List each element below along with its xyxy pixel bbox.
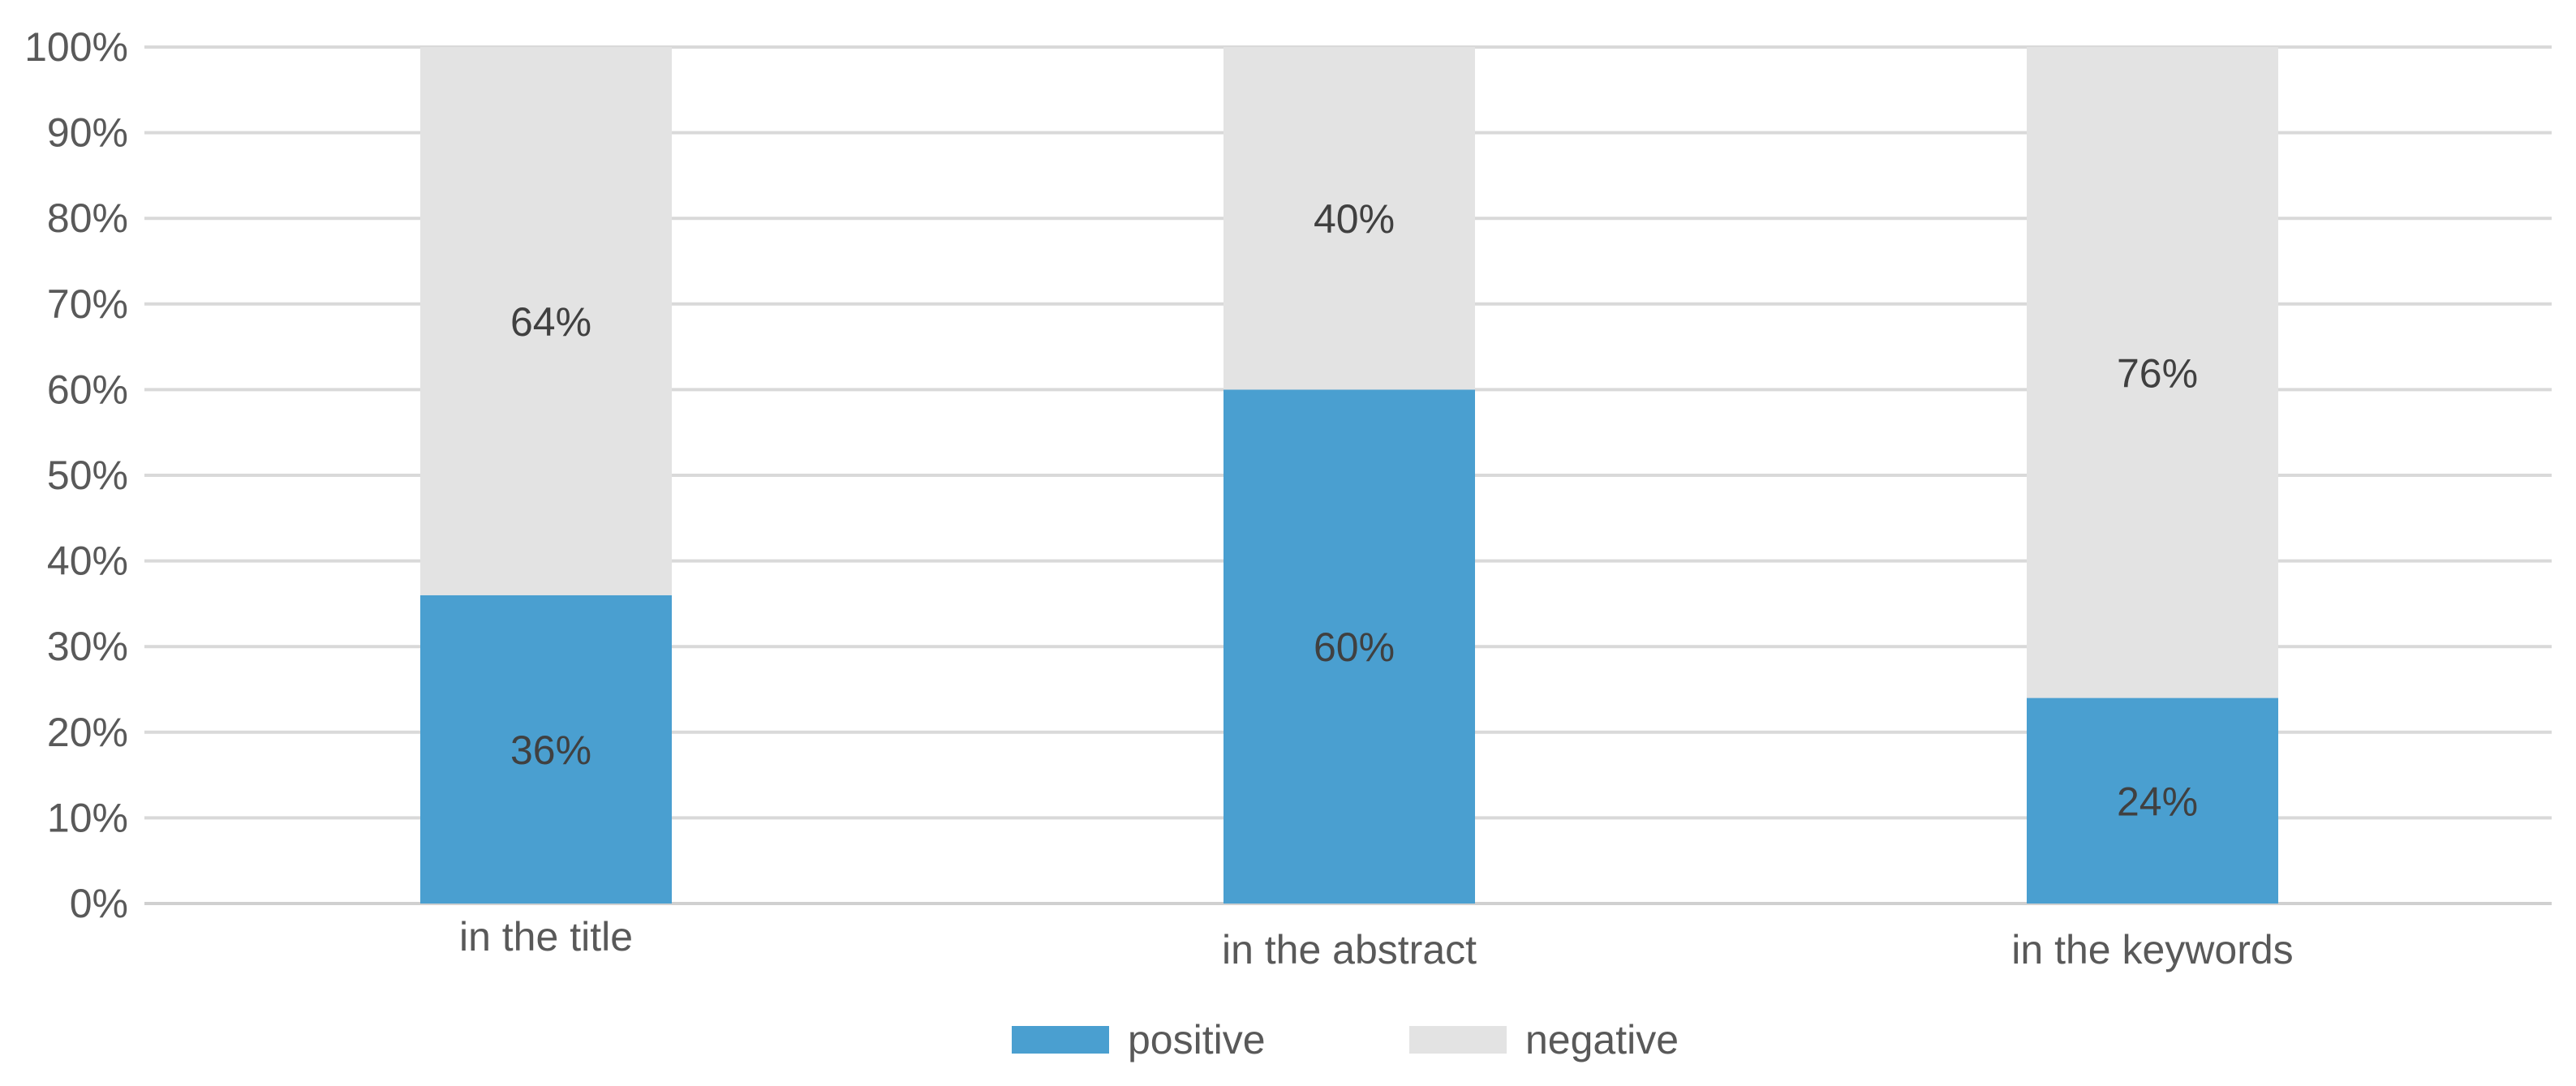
y-tick-label: 20% [47, 710, 128, 755]
legend-label-positive: positive [1128, 1017, 1266, 1062]
y-tick-label: 30% [47, 624, 128, 669]
bars [420, 47, 2278, 904]
bar-negative [2027, 47, 2278, 698]
y-tick-label: 10% [47, 795, 128, 840]
category-labels: in the title in the abstract in the keywor… [459, 914, 2294, 972]
y-tick-label: 80% [47, 195, 128, 241]
bar-positive [2027, 698, 2278, 904]
bar-positive [420, 595, 672, 904]
data-label: 64% [510, 299, 591, 345]
x-category-label: in the title [459, 914, 633, 959]
legend-swatch-negative [1409, 1026, 1507, 1054]
data-label: 60% [1314, 625, 1395, 670]
legend: positive negative [1012, 1017, 1679, 1062]
y-tick-label: 70% [47, 281, 128, 327]
bar-positive [1223, 389, 1475, 904]
data-label: 36% [510, 728, 591, 773]
y-tick-label: 100% [24, 24, 128, 70]
x-category-label: in the keywords [2011, 927, 2293, 972]
data-labels: 36% 64% 60% 40% 24% 76% [510, 196, 2198, 824]
bar-negative [420, 47, 672, 595]
data-label: 76% [2117, 350, 2198, 396]
y-tick-label: 50% [47, 453, 128, 498]
data-label: 40% [1314, 196, 1395, 242]
y-tick-label: 60% [47, 367, 128, 412]
y-tick-label: 0% [70, 881, 128, 926]
y-tick-label: 90% [47, 110, 128, 156]
y-axis-tick-labels: 0% 10% 20% 30% 40% 50% 60% 70% 80% 90% 100% [24, 24, 128, 926]
legend-swatch-positive [1012, 1026, 1109, 1054]
bar-negative [1223, 47, 1475, 390]
legend-label-negative: negative [1525, 1017, 1679, 1062]
data-label: 24% [2117, 779, 2198, 824]
y-tick-label: 40% [47, 539, 128, 584]
x-category-label: in the abstract [1222, 927, 1477, 972]
